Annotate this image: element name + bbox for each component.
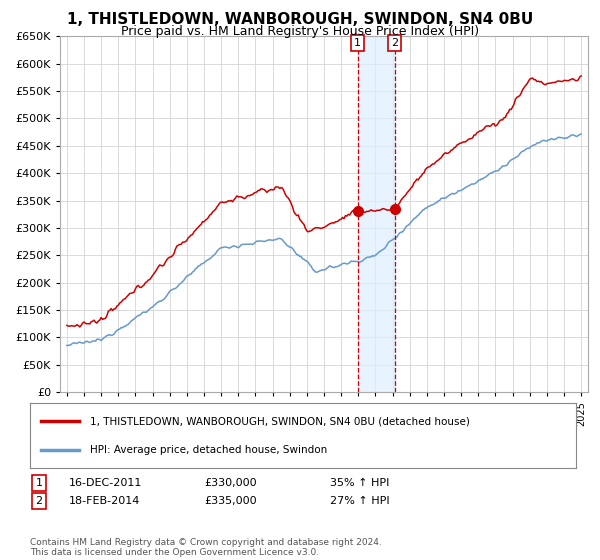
Text: 35% ↑ HPI: 35% ↑ HPI — [330, 478, 389, 488]
Text: Contains HM Land Registry data © Crown copyright and database right 2024.
This d: Contains HM Land Registry data © Crown c… — [30, 538, 382, 557]
Text: 1: 1 — [354, 38, 361, 48]
Text: £330,000: £330,000 — [204, 478, 257, 488]
Text: Price paid vs. HM Land Registry's House Price Index (HPI): Price paid vs. HM Land Registry's House … — [121, 25, 479, 38]
Text: HPI: Average price, detached house, Swindon: HPI: Average price, detached house, Swin… — [90, 445, 328, 455]
Bar — [358, 36, 395, 392]
Text: 1: 1 — [35, 478, 43, 488]
Text: 2: 2 — [391, 38, 398, 48]
Text: £335,000: £335,000 — [204, 496, 257, 506]
Text: 2: 2 — [35, 496, 43, 506]
Text: 27% ↑ HPI: 27% ↑ HPI — [330, 496, 389, 506]
Text: 1, THISTLEDOWN, WANBOROUGH, SWINDON, SN4 0BU: 1, THISTLEDOWN, WANBOROUGH, SWINDON, SN4… — [67, 12, 533, 27]
Text: 18-FEB-2014: 18-FEB-2014 — [69, 496, 140, 506]
Text: 1, THISTLEDOWN, WANBOROUGH, SWINDON, SN4 0BU (detached house): 1, THISTLEDOWN, WANBOROUGH, SWINDON, SN4… — [90, 416, 470, 426]
Text: 16-DEC-2011: 16-DEC-2011 — [69, 478, 142, 488]
